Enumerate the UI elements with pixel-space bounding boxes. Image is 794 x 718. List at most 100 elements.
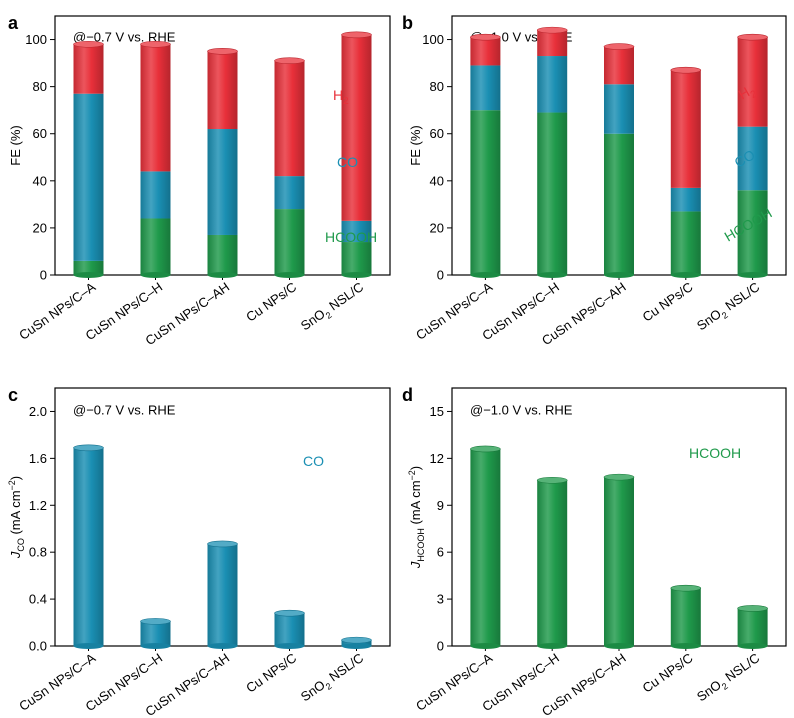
bar-base — [670, 643, 701, 649]
legend-co: CO — [303, 453, 324, 469]
bar-cap — [207, 540, 238, 548]
y-tick-label: 3 — [437, 592, 444, 607]
y-axis-label: FE (%) — [408, 125, 423, 165]
bar-cap — [603, 43, 635, 50]
bar-h2-3 — [274, 60, 305, 177]
bar-base — [140, 643, 171, 649]
y-tick-label: 60 — [430, 126, 444, 141]
y-tick-label: 12 — [430, 451, 444, 466]
bar-cap — [670, 66, 702, 74]
bar-h2-1 — [140, 44, 171, 172]
category-label: SnO2 NSL/C — [298, 650, 368, 707]
bar-base — [470, 643, 501, 649]
bar-base — [207, 272, 238, 278]
y-axis-label: JCO (mA cm−2) — [7, 476, 26, 559]
y-tick-label: 100 — [25, 32, 47, 47]
bar-hcooh-4 — [737, 608, 768, 646]
bar-co-1 — [537, 56, 568, 113]
legend-h2: H2 — [333, 87, 349, 107]
bar-co-4 — [341, 220, 372, 243]
bar-cap — [140, 40, 171, 48]
bar-hcooh-0 — [470, 448, 501, 646]
bar-base — [604, 643, 634, 649]
bar-co-3 — [274, 613, 305, 646]
bar-cap — [470, 445, 501, 453]
bar-co-2 — [604, 84, 634, 134]
bar-base — [73, 643, 104, 649]
category-label: Cu NPs/C — [243, 279, 299, 324]
y-axis-label: FE (%) — [8, 125, 23, 165]
bar-hcooh-3 — [670, 588, 701, 646]
bar-h2-0 — [73, 44, 104, 94]
y-tick-label: 0.4 — [29, 592, 47, 607]
bar-cap — [274, 57, 305, 65]
legend-hcooh: HCOOH — [325, 229, 377, 245]
bar-base — [140, 272, 171, 278]
bar-co-4 — [737, 126, 768, 191]
category-label: SnO2 NSL/C — [694, 279, 764, 336]
bar-base — [604, 272, 634, 278]
y-tick-label: 1.6 — [29, 451, 47, 466]
bar-base — [670, 272, 701, 278]
bar-co-0 — [73, 447, 104, 646]
bar-co-2 — [207, 543, 238, 646]
bar-co-0 — [470, 65, 501, 111]
panel-c: c 0.0 0.4 0.8 1.2 1.6 2.0 @−0.7 V vs. RHE JCO (m… — [7, 385, 391, 718]
bar-hcooh-0 — [470, 110, 501, 275]
y-tick-label: 0.8 — [29, 545, 47, 560]
bar-base — [737, 643, 768, 649]
panel-d: d 0 3 6 9 12 15 @−1.0 V vs. RHE JHCOOH (mA cm−2)… — [402, 385, 787, 718]
bar-h2-4 — [341, 34, 372, 221]
bar-base — [737, 272, 768, 278]
bar-hcooh-2 — [207, 234, 238, 275]
bar-cap — [536, 26, 568, 34]
y-tick-label: 40 — [33, 173, 47, 188]
category-label: SnO2 NSL/C — [298, 279, 368, 336]
bar-cap — [207, 48, 238, 55]
y-axis-label: JHCOOH (mA cm−2) — [407, 466, 426, 569]
bar-base — [341, 272, 372, 278]
bar-cap — [341, 636, 372, 644]
bar-cap — [140, 618, 171, 625]
bar-hcooh-2 — [604, 477, 634, 646]
y-tick-label: 0.0 — [29, 639, 47, 654]
bar-cap — [274, 609, 305, 617]
panel-letter: b — [402, 13, 413, 33]
bar-hcooh-3 — [274, 209, 305, 275]
y-tick-label: 20 — [33, 220, 47, 235]
bar-cap — [470, 33, 501, 41]
legend-hcooh: HCOOH — [689, 445, 741, 461]
bar-base — [274, 272, 305, 278]
y-tick-label: 0 — [40, 268, 47, 283]
bar-h2-3 — [670, 70, 701, 188]
category-label: Cu NPs/C — [243, 650, 299, 695]
bar-base — [341, 643, 372, 649]
category-label: Cu NPs/C — [640, 650, 696, 695]
bar-cap — [737, 605, 768, 612]
y-tick-label: 80 — [430, 79, 444, 94]
bar-co-3 — [670, 187, 701, 212]
y-tick-label: 15 — [430, 404, 444, 419]
y-tick-label: 2.0 — [29, 404, 47, 419]
bar-hcooh-4 — [737, 190, 768, 275]
y-tick-label: 40 — [430, 173, 444, 188]
bar-hcooh-1 — [537, 480, 568, 646]
bar-base — [207, 643, 238, 649]
bar-h2-4 — [737, 37, 768, 127]
y-tick-label: 0 — [437, 268, 444, 283]
y-tick-label: 9 — [437, 498, 444, 513]
y-tick-label: 20 — [430, 220, 444, 235]
bar-base — [537, 272, 568, 278]
bar-co-2 — [207, 129, 238, 235]
bar-co-1 — [140, 171, 171, 219]
bar-co-1 — [140, 621, 171, 646]
bar-cap — [536, 476, 568, 484]
bar-co-0 — [73, 93, 104, 261]
condition-label: @−1.0 V vs. RHE — [470, 402, 573, 417]
y-tick-label: 0 — [437, 639, 444, 654]
bar-hcooh-1 — [140, 218, 171, 275]
bar-cap — [670, 584, 702, 592]
bar-base — [274, 643, 305, 649]
